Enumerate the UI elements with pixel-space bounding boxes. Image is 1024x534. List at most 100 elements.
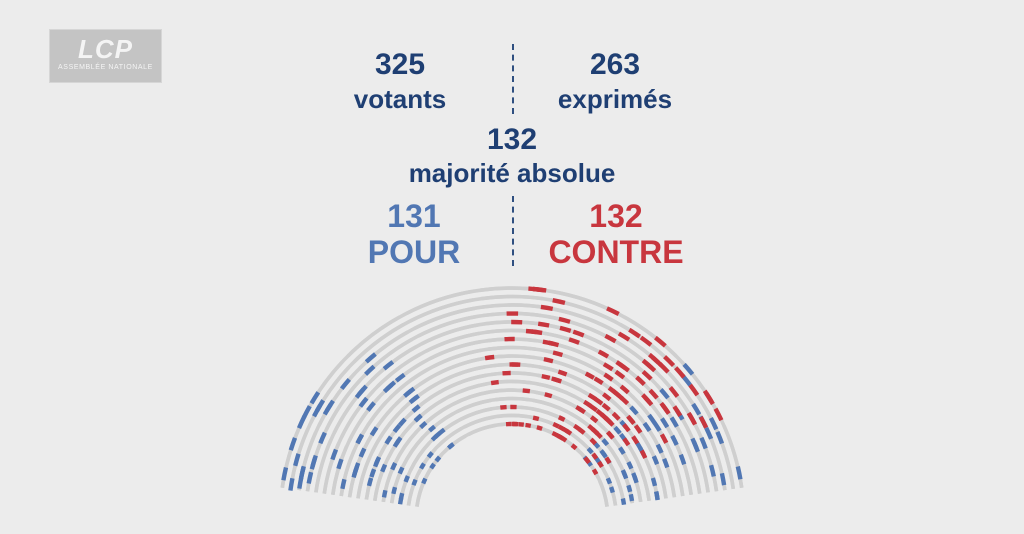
seat-pour	[621, 471, 629, 480]
seat-pour	[297, 476, 304, 489]
seat-contre	[560, 435, 568, 443]
seat-pour	[314, 399, 326, 413]
seat-row-arc	[424, 434, 467, 479]
seat-contre	[604, 333, 617, 344]
seat-row-arc	[398, 473, 411, 505]
seat-contre	[542, 339, 554, 346]
seat-contre	[557, 369, 568, 377]
seat-row-arc	[436, 415, 495, 448]
seat-contre	[532, 415, 540, 422]
seat-row-arc	[356, 456, 372, 499]
seat-pour	[690, 437, 699, 450]
seat-pour	[691, 402, 702, 416]
seat-pour	[391, 486, 398, 495]
seat-pour	[397, 466, 405, 475]
seat-row-arc	[385, 397, 446, 461]
seat-contre	[536, 425, 543, 431]
seat-pour	[369, 426, 379, 437]
seat-row-arc	[340, 352, 421, 438]
seat-contre	[674, 366, 686, 379]
seat-pour	[586, 446, 594, 455]
seat-contre	[591, 468, 599, 476]
seat-pour	[708, 416, 719, 431]
seat-contre	[572, 329, 585, 338]
seat-pour	[366, 477, 374, 487]
seat-row-arc	[430, 406, 493, 442]
seat-contre	[587, 392, 597, 401]
seat-pour	[437, 427, 446, 436]
seat-pour	[411, 478, 418, 486]
seat-row-arc	[332, 345, 417, 434]
seat-pour	[411, 404, 421, 413]
seat-pour	[288, 437, 298, 451]
seat-contre	[619, 384, 630, 395]
pour-count: 131	[387, 198, 441, 234]
seat-pour	[605, 477, 613, 485]
seat-contre	[543, 356, 554, 364]
seat-row-arc	[636, 401, 685, 497]
seat-row-arc	[538, 365, 624, 412]
seat-pour	[392, 423, 402, 434]
seat-contre	[551, 376, 561, 383]
seat-row-arc	[455, 396, 530, 414]
seat-contre	[686, 411, 697, 425]
seat-contre	[654, 335, 667, 348]
seat-pour	[650, 477, 658, 487]
seat-pour	[298, 465, 306, 479]
seat-contre	[584, 457, 591, 465]
seat-row-arc	[529, 415, 588, 448]
seat-contre	[602, 362, 614, 372]
seat-row-arc	[459, 405, 528, 421]
seat-contre	[658, 362, 670, 374]
seat-contre	[552, 298, 566, 306]
seat-contre	[663, 355, 676, 368]
seat-row-arc	[440, 362, 534, 384]
seat-contre	[537, 321, 550, 328]
seat-row-arc	[322, 442, 341, 494]
seat-contre	[606, 431, 615, 440]
seat-pour	[322, 403, 333, 416]
seat-contre	[540, 304, 554, 312]
seat-row-arc	[393, 404, 450, 464]
pour-label: POUR	[367, 234, 461, 270]
seat-pour	[369, 468, 377, 478]
seat-pour	[380, 463, 388, 473]
seat-pour	[421, 477, 428, 485]
seat-pour	[382, 360, 395, 371]
seat-pour	[433, 431, 442, 439]
seat-pour	[390, 462, 398, 471]
seat-pour	[655, 443, 664, 454]
seat-row-arc	[587, 447, 618, 506]
seat-row-arc	[347, 360, 426, 442]
seat-contre	[607, 386, 618, 396]
seat-contre	[490, 379, 499, 386]
seat-contre	[587, 423, 596, 432]
seat-contre	[570, 443, 578, 451]
seat-pour	[281, 466, 289, 481]
seat-contre	[606, 306, 620, 316]
seat-row-arc	[301, 315, 401, 420]
seat-pour	[364, 352, 377, 364]
seat-row-arc	[428, 337, 538, 361]
seat-contre	[628, 327, 641, 339]
seat-row-arc	[550, 298, 672, 364]
seat-contre	[702, 389, 714, 403]
seat-contre	[641, 369, 653, 381]
seat-pour	[358, 447, 367, 458]
seat-pour	[419, 462, 426, 470]
seat-pour	[296, 415, 307, 429]
seat-contre	[557, 424, 565, 432]
seat-pour	[301, 405, 312, 419]
seat-pour	[398, 417, 407, 427]
seat-row-arc	[546, 323, 654, 382]
seat-row-arc	[362, 375, 434, 449]
seat-contre	[484, 354, 495, 361]
seat-contre	[659, 433, 669, 444]
seat-contre	[589, 404, 599, 413]
seat-contre	[597, 460, 604, 469]
seat-pour	[426, 451, 434, 459]
seat-row-arc	[406, 447, 437, 506]
seat-row-arc	[432, 345, 537, 368]
logo-subtitle: Assemblée nationale	[58, 64, 153, 71]
